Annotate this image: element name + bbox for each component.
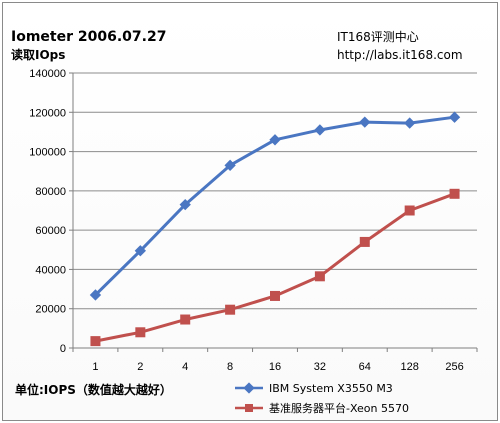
y-tick-label: 140000 [29,68,66,80]
data-point [90,336,101,347]
y-tick-label: 120000 [29,107,66,119]
unit-note: 单位:IOPS（数值越大越好） [15,382,172,397]
x-tick-label: 16 [269,361,281,373]
chart-title: Iometer 2006.07.27 [11,29,166,45]
y-tick-label: 60000 [35,225,66,237]
y-tick-label: 0 [60,343,66,355]
data-point [179,198,191,211]
x-tick-label: 2 [137,361,143,373]
source-name: IT168评测中心 [337,29,419,44]
series-line-2 [95,192,456,343]
source-url: http://labs.it168.com [337,48,463,62]
data-point [314,271,325,282]
x-tick-label: 8 [227,361,233,373]
y-tick-label: 40000 [35,264,66,276]
legend-marker-2 [245,404,253,412]
data-point [404,117,416,129]
chart-subtitle: 读取IOps [11,47,65,62]
series-2 [90,188,460,347]
series [89,111,461,347]
x-tick-label: 32 [314,361,326,373]
y-tick-labels: 0 20000 40000 60000 80000 100000 120000 140000 [29,68,66,355]
x-tick-label: 1 [92,361,98,373]
data-point [448,111,461,123]
data-point [359,236,370,247]
data-point [449,188,460,199]
legend-label-1: IBM System X3550 M3 [269,382,393,395]
data-point [269,134,281,146]
legend-label-2: 基准服务器平台-Xeon 5570 [269,401,409,415]
x-tick-label: 256 [445,361,463,373]
y-tick-label: 20000 [35,304,66,316]
data-point [135,327,146,338]
data-point [314,124,326,136]
x-tick-labels: 1 2 4 8 16 32 64 128 256 [92,361,463,373]
series-1 [89,111,461,301]
y-tick-label: 100000 [29,147,66,159]
x-tick-label: 64 [359,361,371,373]
data-point [270,290,280,301]
x-tick-label: 4 [182,361,188,373]
data-point [404,205,415,216]
legend: IBM System X3550 M3 基准服务器平台-Xeon 5570 [235,382,409,415]
chart-canvas: 020000400006000080000100000120000140000 … [11,29,478,415]
legend-marker-1 [243,382,255,394]
x-tick-label: 128 [400,361,418,373]
data-point [224,159,236,171]
y-tick-label: 80000 [35,186,66,198]
data-point [225,304,236,315]
gridlines [73,72,477,310]
data-point [134,245,146,257]
data-point [359,116,371,128]
data-point [180,314,191,325]
axes [69,72,478,352]
